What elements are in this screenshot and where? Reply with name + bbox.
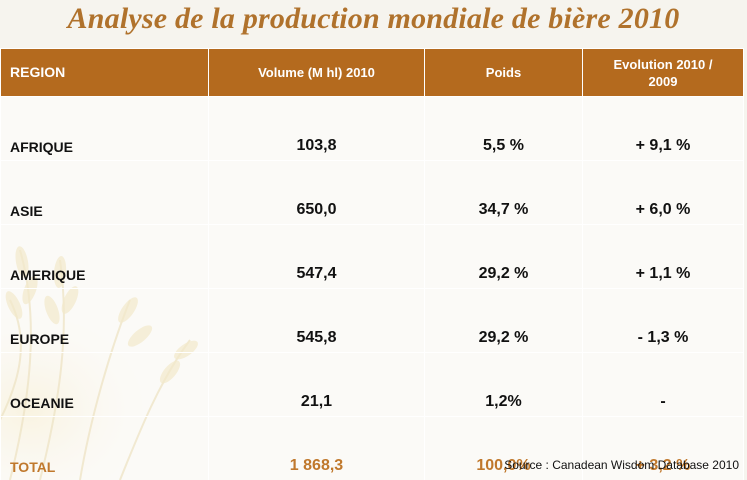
cell-volume: 547,4 bbox=[208, 224, 425, 289]
cell-total-volume: 1 868,3 bbox=[208, 416, 425, 480]
column-header-poids: Poids bbox=[424, 48, 583, 97]
column-header-evolution-line1: Evolution 2010 / bbox=[613, 56, 713, 72]
table-row: ASIE 650,0 34,7 % + 6,0 % bbox=[0, 160, 744, 225]
cell-evolution: + 1,1 % bbox=[582, 224, 744, 289]
table-header-row: REGION Volume (M hl) 2010 Poids Evolutio… bbox=[0, 48, 744, 97]
cell-poids: 5,5 % bbox=[424, 96, 583, 161]
page-title: Analyse de la production mondiale de biè… bbox=[67, 2, 680, 35]
cell-total-poids: 100,0% bbox=[424, 416, 583, 480]
column-header-evolution-line2: 2009 bbox=[648, 73, 678, 89]
cell-volume: 545,8 bbox=[208, 288, 425, 353]
cell-volume: 650,0 bbox=[208, 160, 425, 225]
cell-poids: 29,2 % bbox=[424, 288, 583, 353]
cell-evolution: + 6,0 % bbox=[582, 160, 744, 225]
cell-region: AMERIQUE bbox=[0, 224, 209, 289]
cell-region: EUROPE bbox=[0, 288, 209, 353]
cell-total-evolution: + 3,2 % bbox=[582, 416, 744, 480]
source-note: Source : Canadean Wisdom Database 2010 bbox=[504, 458, 739, 472]
table-row: OCEANIE 21,1 1,2% - bbox=[0, 352, 744, 417]
cell-region: ASIE bbox=[0, 160, 209, 225]
column-header-evolution: Evolution 2010 / 2009 bbox=[582, 48, 744, 97]
cell-region: OCEANIE bbox=[0, 352, 209, 417]
table-row: EUROPE 545,8 29,2 % - 1,3 % bbox=[0, 288, 744, 353]
cell-total-label: TOTAL bbox=[0, 416, 209, 480]
table-total-row: TOTAL 1 868,3 100,0% + 3,2 % bbox=[0, 416, 744, 480]
cell-poids: 34,7 % bbox=[424, 160, 583, 225]
production-table: REGION Volume (M hl) 2010 Poids Evolutio… bbox=[0, 48, 744, 480]
cell-region: AFRIQUE bbox=[0, 96, 209, 161]
table-row: AMERIQUE 547,4 29,2 % + 1,1 % bbox=[0, 224, 744, 289]
cell-evolution: + 9,1 % bbox=[582, 96, 744, 161]
table-row: AFRIQUE 103,8 5,5 % + 9,1 % bbox=[0, 96, 744, 161]
cell-volume: 21,1 bbox=[208, 352, 425, 417]
cell-evolution: - bbox=[582, 352, 744, 417]
column-header-region: REGION bbox=[0, 48, 209, 97]
cell-volume: 103,8 bbox=[208, 96, 425, 161]
cell-evolution: - 1,3 % bbox=[582, 288, 744, 353]
cell-poids: 1,2% bbox=[424, 352, 583, 417]
cell-poids: 29,2 % bbox=[424, 224, 583, 289]
column-header-volume: Volume (M hl) 2010 bbox=[208, 48, 425, 97]
